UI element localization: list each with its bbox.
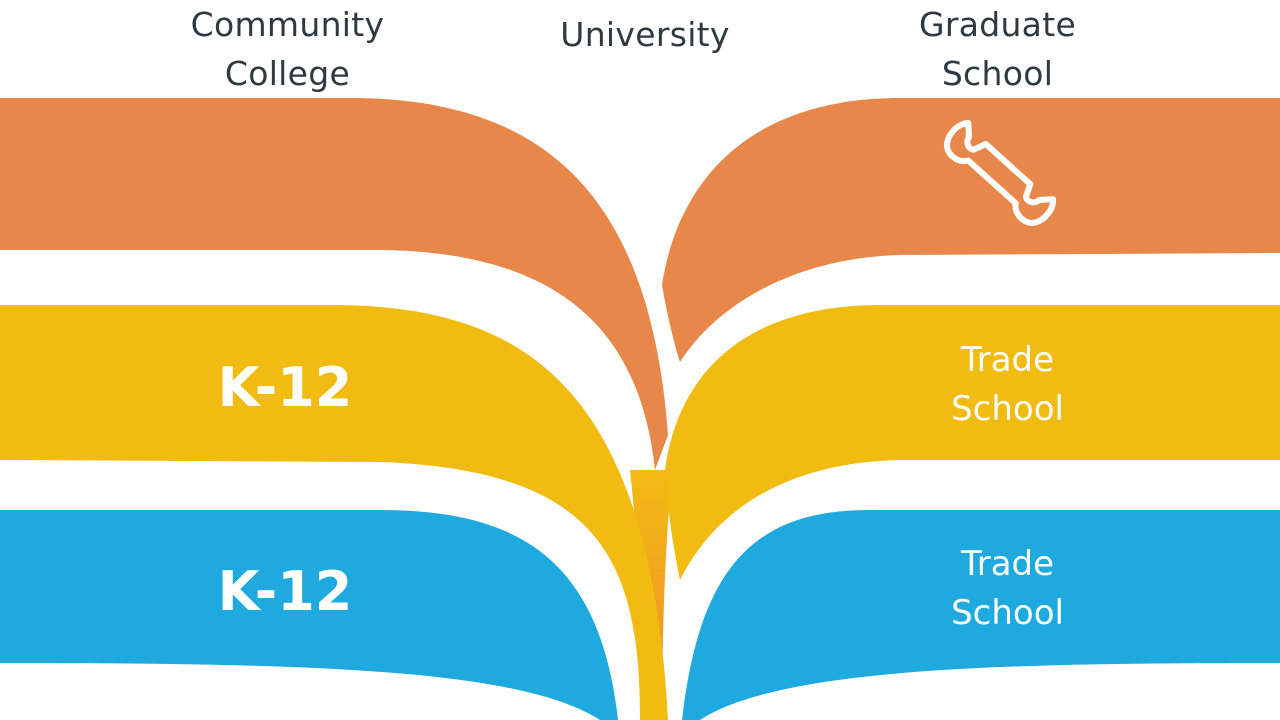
blue-right-label: Trade School <box>951 544 1064 633</box>
band-yellow-right <box>665 305 1280 580</box>
band-orange-left <box>0 98 668 470</box>
yellow-right-label: Trade School <box>951 340 1064 429</box>
band-yellow-left <box>0 305 668 720</box>
header-graduate-school: Graduate School <box>918 5 1077 93</box>
band-blue-bottom-gap <box>0 663 1280 720</box>
wrench-icon <box>943 119 1057 227</box>
band-orange-right <box>662 98 1280 362</box>
yellow-left-label: K-12 <box>217 356 353 419</box>
header-community-college: Community College <box>190 5 385 93</box>
header-university: University <box>560 15 730 54</box>
blue-left-label: K-12 <box>217 560 353 623</box>
